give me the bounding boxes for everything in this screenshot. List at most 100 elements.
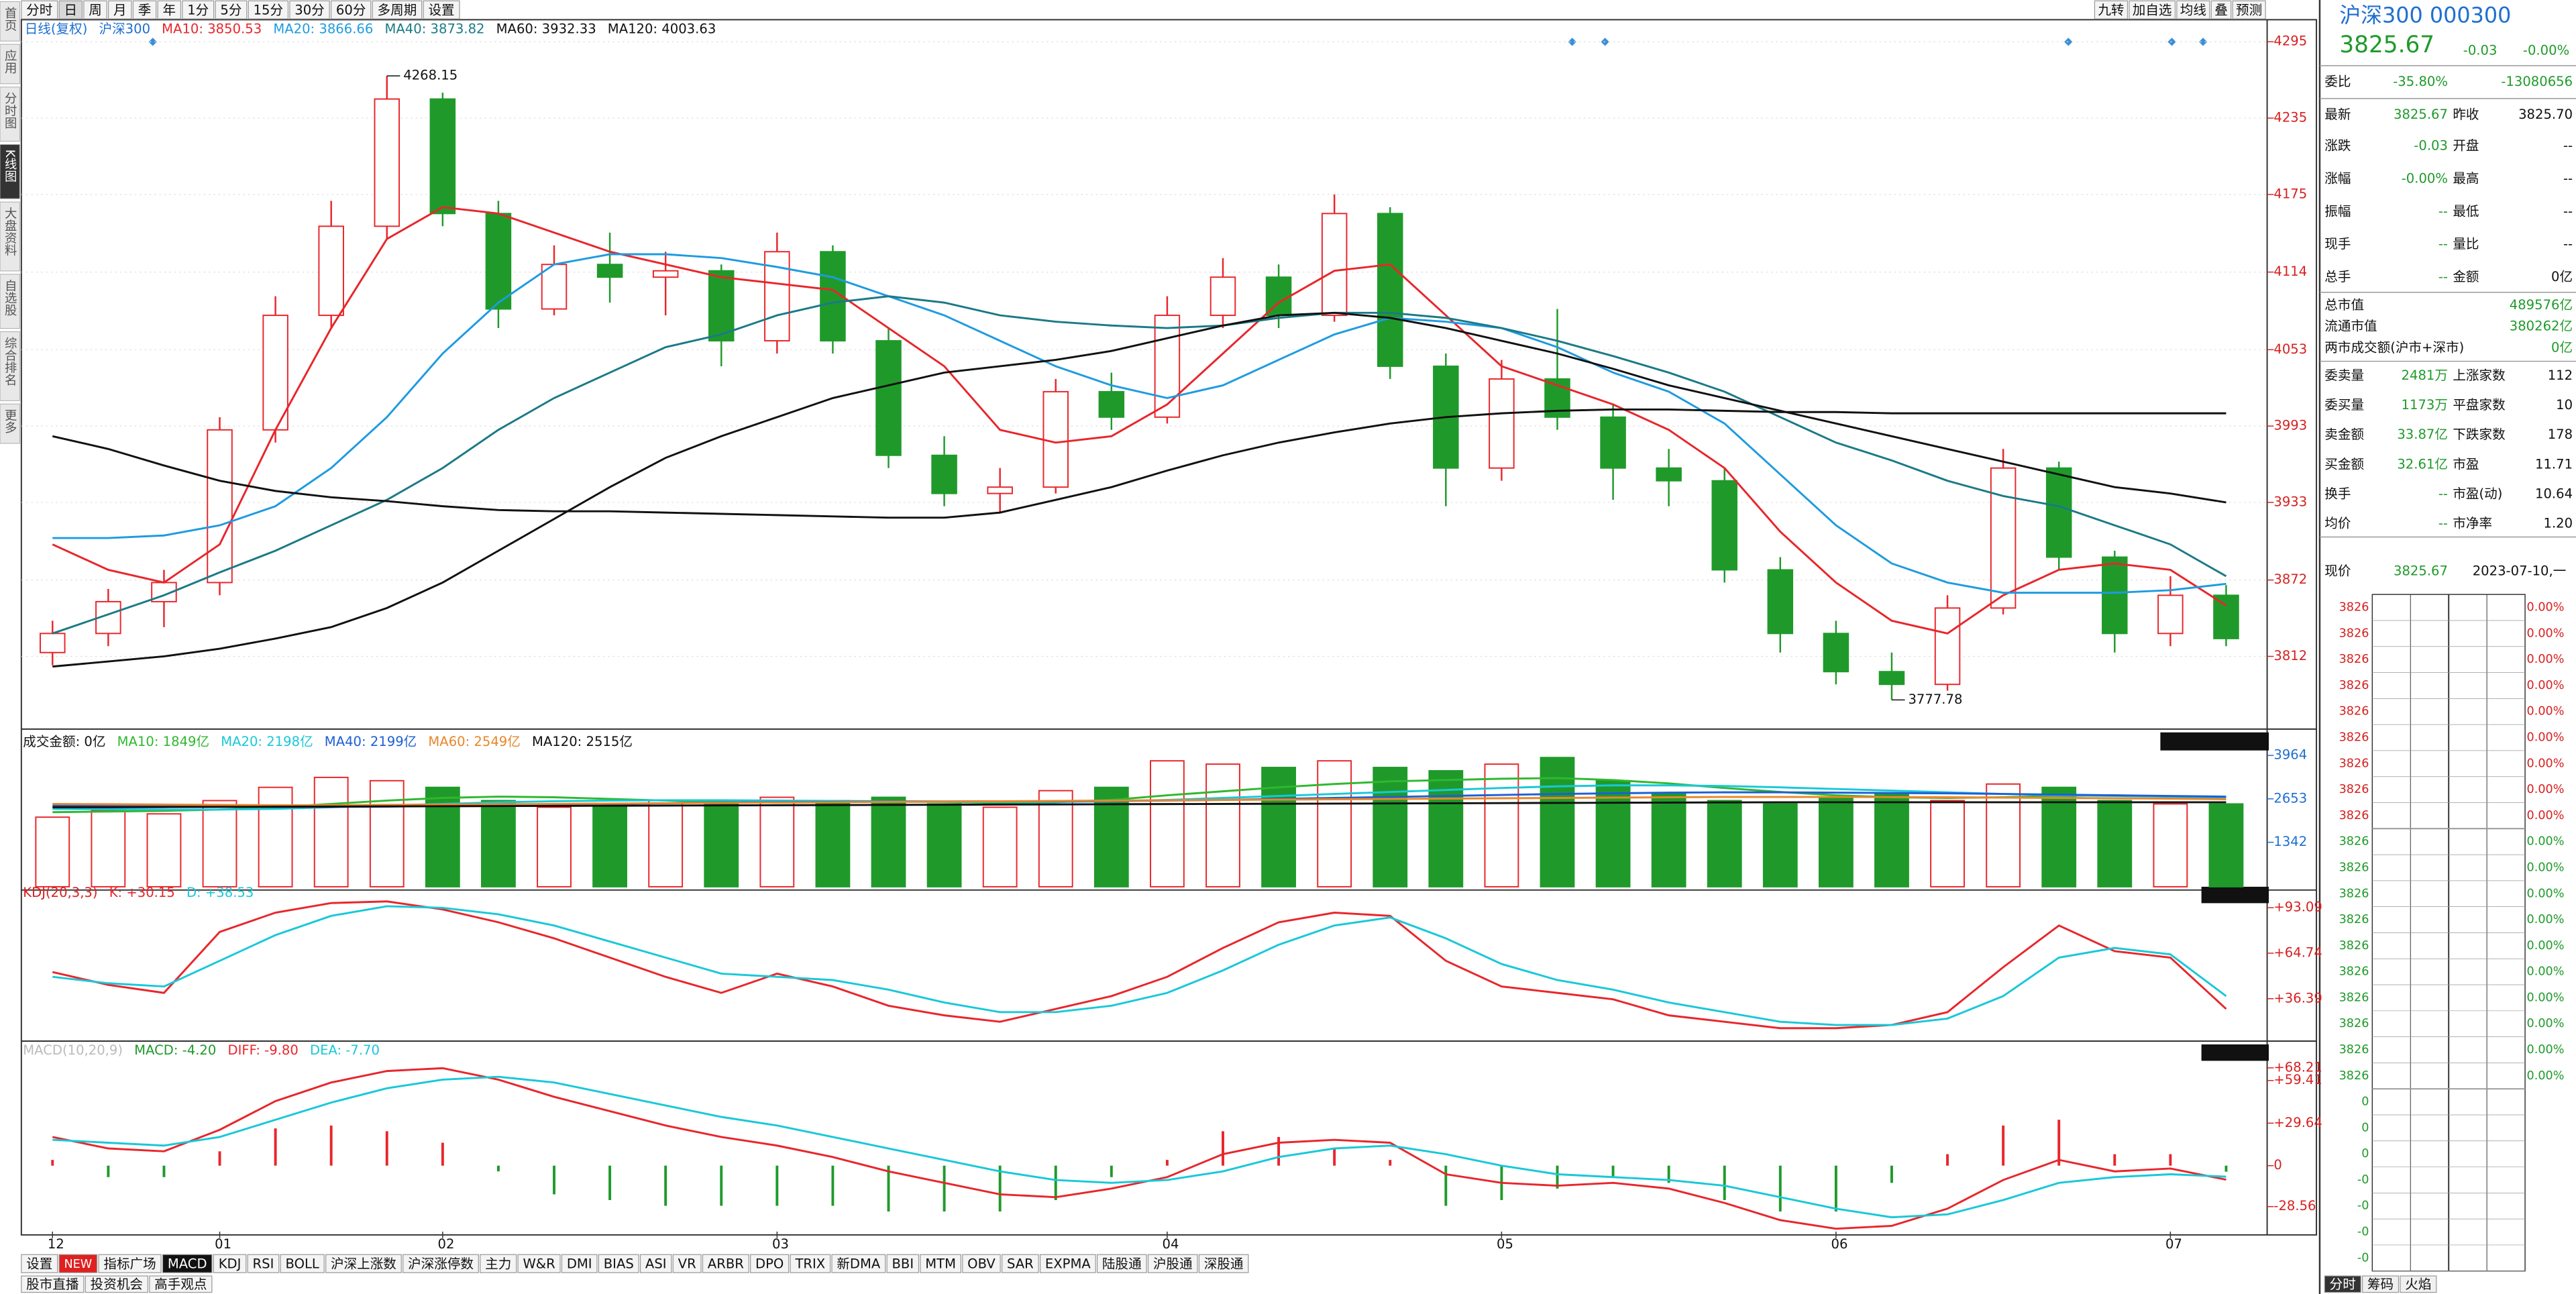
indicator-tab-label[interactable]: 陆股通 xyxy=(1102,1256,1142,1271)
toolbar-button[interactable] xyxy=(21,0,58,19)
toolbar-button[interactable] xyxy=(372,0,423,19)
indicator-tab[interactable] xyxy=(247,1254,280,1273)
quote-tab-label[interactable]: 筹码 xyxy=(2367,1277,2394,1292)
indicator-tab-label[interactable]: SAR xyxy=(1007,1256,1034,1271)
indicator-tab[interactable] xyxy=(280,1254,325,1273)
indicator-tab-label[interactable]: 深股通 xyxy=(1204,1256,1244,1271)
indicator-tab[interactable] xyxy=(402,1254,479,1273)
toolbar-button[interactable] xyxy=(132,0,157,19)
indicator-tab[interactable] xyxy=(162,1254,213,1273)
indicator-tab-label[interactable]: NEW xyxy=(64,1258,93,1271)
toolbar-button[interactable] xyxy=(423,0,460,19)
quote-tab[interactable] xyxy=(2400,1275,2437,1293)
sidebar-label[interactable]: 首页 xyxy=(3,7,17,32)
indicator-tab[interactable] xyxy=(750,1254,790,1273)
indicator-tab[interactable] xyxy=(517,1254,561,1273)
bottom-link[interactable] xyxy=(149,1275,213,1293)
indicator-tab[interactable] xyxy=(598,1254,639,1273)
indicator-tab[interactable] xyxy=(672,1254,702,1273)
toolbar-label[interactable]: 年 xyxy=(162,2,176,17)
toolbar-label[interactable]: 日 xyxy=(64,2,78,17)
panel-box[interactable] xyxy=(2201,886,2269,904)
indicator-tab-label[interactable]: VR xyxy=(678,1256,696,1271)
indicator-tab-label[interactable]: MTM xyxy=(925,1256,956,1271)
indicator-tab[interactable] xyxy=(1147,1254,1198,1273)
indicator-tab[interactable] xyxy=(21,1254,58,1273)
indicator-tab[interactable] xyxy=(1001,1254,1039,1273)
indicator-tab[interactable] xyxy=(1039,1254,1096,1273)
sidebar-item[interactable] xyxy=(0,403,20,444)
indicator-tab[interactable] xyxy=(790,1254,831,1273)
indicator-tab-label[interactable]: DMI xyxy=(567,1256,592,1271)
indicator-tab-label[interactable]: DPO xyxy=(755,1256,784,1271)
toolbar-button[interactable] xyxy=(2232,0,2266,19)
sidebar-item[interactable] xyxy=(0,331,20,401)
toolbar-button[interactable] xyxy=(2176,0,2210,19)
toolbar-button[interactable] xyxy=(2094,0,2129,19)
quote-tab[interactable] xyxy=(2324,1275,2361,1293)
bottom-link-label[interactable]: 投资机会 xyxy=(91,1277,143,1292)
toolbar-label[interactable]: 5分 xyxy=(220,2,241,17)
sidebar-label[interactable]: 自选股 xyxy=(3,279,17,316)
toolbar-label[interactable]: 均线 xyxy=(2180,2,2206,17)
sidebar-item[interactable] xyxy=(0,274,20,329)
indicator-tab-label[interactable]: ASI xyxy=(645,1256,667,1271)
quote-tab-label[interactable]: 火焰 xyxy=(2405,1277,2431,1292)
toolbar-button[interactable] xyxy=(289,0,330,19)
toolbar-label[interactable]: 月 xyxy=(113,2,127,17)
indicator-tab-label[interactable]: 沪股通 xyxy=(1153,1256,1193,1271)
indicator-tab-label[interactable]: KDJ xyxy=(219,1256,241,1271)
toolbar-label[interactable]: 多周期 xyxy=(378,2,417,17)
toolbar-label[interactable]: 设置 xyxy=(428,2,454,17)
indicator-tab-label[interactable]: ARBR xyxy=(708,1256,744,1271)
indicator-tab-label[interactable]: 设置 xyxy=(26,1256,52,1271)
sidebar-label[interactable]: 应用 xyxy=(3,49,17,74)
toolbar-button[interactable] xyxy=(215,0,248,19)
bottom-link[interactable] xyxy=(21,1275,85,1293)
sidebar-label[interactable]: K线图 xyxy=(3,150,17,182)
toolbar-button[interactable] xyxy=(248,0,289,19)
indicator-tab[interactable] xyxy=(58,1254,98,1273)
indicator-tab-label[interactable]: 沪深涨停数 xyxy=(408,1256,474,1271)
indicator-tab[interactable] xyxy=(962,1254,1001,1273)
indicator-tab-label[interactable]: MACD xyxy=(168,1256,207,1271)
indicator-tab[interactable] xyxy=(213,1254,247,1273)
quote-tab-label[interactable]: 分时 xyxy=(2330,1277,2356,1292)
indicator-tab[interactable] xyxy=(920,1254,961,1273)
toolbar-label[interactable]: 周 xyxy=(89,2,102,17)
toolbar-label[interactable]: 季 xyxy=(138,2,152,17)
sidebar-item[interactable] xyxy=(0,201,20,272)
indicator-tab-label[interactable]: W&R xyxy=(523,1256,555,1271)
toolbar-button[interactable] xyxy=(2129,0,2176,19)
toolbar-button[interactable] xyxy=(2210,0,2232,19)
indicator-tab-label[interactable]: OBV xyxy=(967,1256,996,1271)
indicator-tab-label[interactable]: EXPMA xyxy=(1045,1256,1091,1271)
indicator-tab-label[interactable]: 沪深上涨数 xyxy=(331,1256,396,1271)
indicator-tab-label[interactable]: 指标广场 xyxy=(103,1256,156,1271)
sidebar-label[interactable]: 分时图 xyxy=(3,92,17,129)
sidebar-item[interactable] xyxy=(0,87,20,142)
indicator-tab-label[interactable]: BBI xyxy=(892,1256,914,1271)
toolbar-label[interactable]: 九转 xyxy=(2098,2,2124,17)
indicator-tab-label[interactable]: BIAS xyxy=(604,1256,634,1271)
indicator-tab[interactable] xyxy=(1198,1254,1249,1273)
indicator-tab-label[interactable]: TRIX xyxy=(794,1256,825,1271)
panel-box[interactable] xyxy=(2160,732,2269,751)
sidebar-label[interactable]: 更多 xyxy=(3,409,17,434)
toolbar-button[interactable] xyxy=(83,0,107,19)
sidebar-item[interactable] xyxy=(0,1,20,42)
indicator-tab[interactable] xyxy=(1096,1254,1147,1273)
indicator-tab[interactable] xyxy=(325,1254,402,1273)
bottom-link[interactable] xyxy=(85,1275,148,1293)
indicator-tab[interactable] xyxy=(886,1254,920,1273)
toolbar-label[interactable]: 加自选 xyxy=(2133,2,2172,17)
toolbar-label[interactable]: 分时 xyxy=(26,2,52,17)
bottom-link-label[interactable]: 高手观点 xyxy=(154,1277,207,1292)
indicator-tab[interactable] xyxy=(98,1254,162,1273)
indicator-tab[interactable] xyxy=(831,1254,886,1273)
toolbar-button[interactable] xyxy=(108,0,132,19)
panel-box[interactable] xyxy=(2201,1044,2269,1061)
indicator-tab[interactable] xyxy=(561,1254,598,1273)
sidebar-item[interactable] xyxy=(0,144,20,199)
toolbar-label[interactable]: 预测 xyxy=(2236,2,2262,17)
